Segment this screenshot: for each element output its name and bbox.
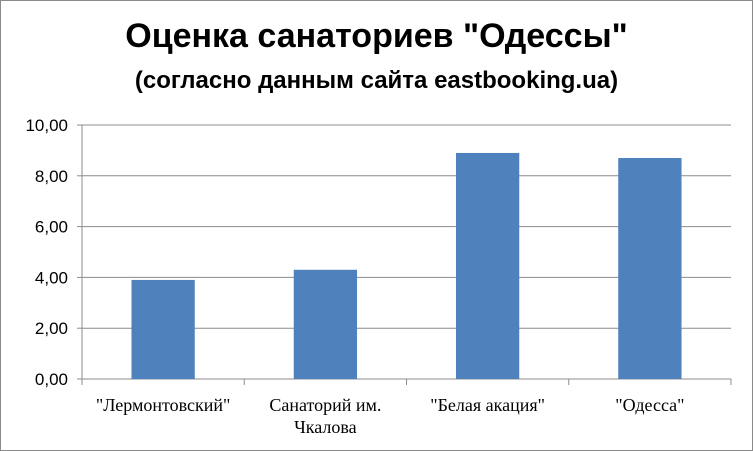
chart-subtitle: (согласно данным сайта eastbooking.ua) xyxy=(134,67,619,94)
y-tick-label: 8,00 xyxy=(35,167,68,186)
y-tick-label: 0,00 xyxy=(35,370,68,389)
bar xyxy=(293,269,358,379)
bar xyxy=(455,152,520,379)
bar xyxy=(618,158,682,379)
chart-title: Оценка санаториев "Одессы" xyxy=(125,17,628,55)
x-category-label: "Лермонтовский" xyxy=(96,395,231,415)
y-tick-label: 10,00 xyxy=(25,116,68,135)
y-tick-label: 6,00 xyxy=(35,218,68,237)
x-category-label: Чкалова xyxy=(294,417,357,437)
x-category-label: "Одесса" xyxy=(615,395,684,415)
bar xyxy=(131,279,195,379)
y-tick-label: 2,00 xyxy=(35,319,68,338)
y-tick-label: 4,00 xyxy=(35,268,68,287)
x-category-label: Санаторий им. xyxy=(269,395,381,415)
x-category-label: "Белая акация" xyxy=(430,395,545,415)
